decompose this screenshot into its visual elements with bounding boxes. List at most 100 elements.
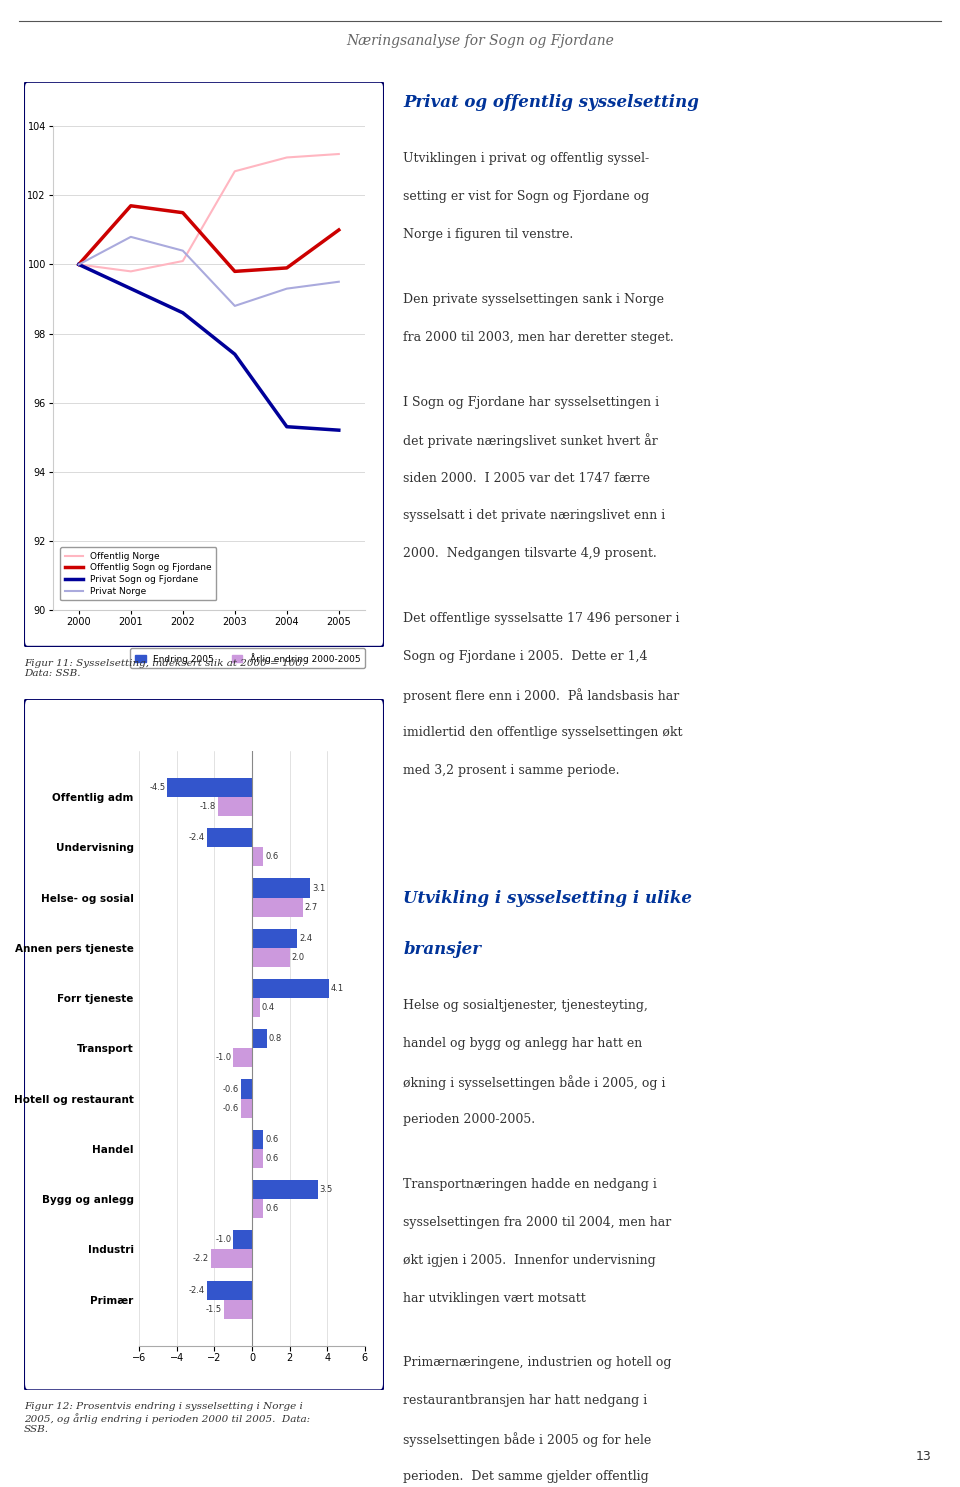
Text: 0.6: 0.6 [265,1154,278,1163]
Text: 3.5: 3.5 [320,1185,333,1194]
Text: imidlertid den offentlige sysselsettingen økt: imidlertid den offentlige sysselsettinge… [403,726,683,739]
Text: sysselsettingen både i 2005 og for hele: sysselsettingen både i 2005 og for hele [403,1432,652,1447]
Text: handel og bygg og anlegg har hatt en: handel og bygg og anlegg har hatt en [403,1036,642,1050]
Bar [252,1199,263,1218]
Text: økning i sysselsettingen både i 2005, og i: økning i sysselsettingen både i 2005, og… [403,1075,665,1090]
Bar [210,1249,252,1268]
Text: -0.6: -0.6 [223,1103,239,1112]
Text: Det offentlige sysselsatte 17 496 personer i: Det offentlige sysselsatte 17 496 person… [403,613,680,625]
Offentlig Sogn og Fjordane [281,259,293,277]
Line: Offentlig Norge: Offentlig Norge [79,155,339,271]
Text: økt igjen i 2005.  Innenfor undervisning: økt igjen i 2005. Innenfor undervisning [403,1254,656,1267]
Text: Transportnæringen hadde en nedgang i: Transportnæringen hadde en nedgang i [403,1178,657,1191]
Privat Sogn og Fjordane [177,303,188,321]
Privat Sogn og Fjordane [333,421,345,439]
Text: 2000.  Nedgangen tilsvarte 4,9 prosent.: 2000. Nedgangen tilsvarte 4,9 prosent. [403,547,657,561]
Text: -1.8: -1.8 [200,801,216,810]
Text: Utvikling i sysselsetting i ulike: Utvikling i sysselsetting i ulike [403,889,692,907]
Text: 0.4: 0.4 [261,1004,275,1013]
Bar [252,898,302,916]
Text: 3.1: 3.1 [312,883,325,892]
Bar [207,1280,252,1300]
Privat Sogn og Fjordane [229,345,241,363]
Bar [252,879,310,898]
Text: fra 2000 til 2003, men har deretter steget.: fra 2000 til 2003, men har deretter steg… [403,330,674,343]
Text: Sogn og Fjordane i 2005.  Dette er 1,4: Sogn og Fjordane i 2005. Dette er 1,4 [403,650,648,663]
Offentlig Sogn og Fjordane [177,204,188,222]
Text: -1.5: -1.5 [205,1304,222,1313]
Offentlig Norge [125,262,136,280]
Privat Norge [333,272,345,290]
Bar [252,848,263,867]
Text: Norge i figuren til venstre.: Norge i figuren til venstre. [403,228,573,241]
Text: 2.4: 2.4 [299,934,312,943]
Offentlig Norge [281,149,293,167]
Offentlig Norge [73,256,84,274]
Line: Privat Sogn og Fjordane: Privat Sogn og Fjordane [79,265,339,430]
Bar [252,1130,263,1149]
Privat Norge [281,280,293,297]
Privat Sogn og Fjordane [125,280,136,297]
Bar [252,1149,263,1167]
Bar [207,828,252,848]
Bar [224,1300,252,1319]
Bar [252,947,290,967]
Text: 0.6: 0.6 [265,852,278,861]
Text: bransjer: bransjer [403,941,481,958]
Privat Norge [73,256,84,274]
Text: -4.5: -4.5 [150,784,165,793]
Text: 2.7: 2.7 [304,903,318,912]
Offentlig Sogn og Fjordane [125,196,136,214]
Bar [241,1080,252,1099]
Text: har utviklingen vært motsatt: har utviklingen vært motsatt [403,1292,586,1304]
Line: Offentlig Sogn og Fjordane: Offentlig Sogn og Fjordane [79,205,339,271]
Offentlig Sogn og Fjordane [333,222,345,239]
Offentlig Norge [333,146,345,164]
Privat Sogn og Fjordane [281,418,293,436]
Text: 0.8: 0.8 [269,1035,282,1044]
Bar [252,998,259,1017]
Text: 0.6: 0.6 [265,1135,278,1144]
Text: perioden 2000-2005.: perioden 2000-2005. [403,1112,536,1126]
Text: -2.4: -2.4 [189,833,205,842]
Text: 4.1: 4.1 [331,984,344,993]
Bar [252,929,298,947]
Offentlig Sogn og Fjordane [73,256,84,274]
Bar [233,1230,252,1249]
Bar [252,1181,318,1199]
Privat Sogn og Fjordane [73,256,84,274]
Bar [233,1048,252,1068]
Offentlig Norge [229,162,241,180]
Text: Utviklingen i privat og offentlig syssel-: Utviklingen i privat og offentlig syssel… [403,152,649,165]
Bar [241,1099,252,1118]
Text: Helse og sosialtjenester, tjenesteyting,: Helse og sosialtjenester, tjenesteyting, [403,999,648,1013]
Privat Norge [177,242,188,260]
Text: det private næringslivet sunket hvert år: det private næringslivet sunket hvert år [403,434,658,449]
Bar [252,1029,267,1048]
Privat Norge [229,297,241,315]
Text: -0.6: -0.6 [223,1084,239,1093]
Text: 13: 13 [916,1450,931,1463]
Text: Den private sysselsettingen sank i Norge: Den private sysselsettingen sank i Norge [403,293,664,306]
Text: prosent flere enn i 2000.  På landsbasis har: prosent flere enn i 2000. På landsbasis … [403,688,680,703]
Text: I Sogn og Fjordane har sysselsettingen i: I Sogn og Fjordane har sysselsettingen i [403,396,660,409]
Line: Privat Norge: Privat Norge [79,236,339,306]
Bar [252,978,329,998]
Text: -2.4: -2.4 [189,1286,205,1295]
Text: setting er vist for Sogn og Fjordane og: setting er vist for Sogn og Fjordane og [403,190,650,204]
Text: siden 2000.  I 2005 var det 1747 færre: siden 2000. I 2005 var det 1747 færre [403,471,650,485]
Text: restaurantbransjen har hatt nedgang i: restaurantbransjen har hatt nedgang i [403,1395,647,1407]
Text: med 3,2 prosent i samme periode.: med 3,2 prosent i samme periode. [403,764,620,776]
Text: perioden.  Det samme gjelder offentlig: perioden. Det samme gjelder offentlig [403,1471,649,1483]
Text: sysselsatt i det private næringslivet enn i: sysselsatt i det private næringslivet en… [403,510,665,522]
Text: Primærnæringene, industrien og hotell og: Primærnæringene, industrien og hotell og [403,1356,672,1370]
Text: 2.0: 2.0 [292,953,304,962]
Text: Næringsanalyse for Sogn og Fjordane: Næringsanalyse for Sogn og Fjordane [346,34,614,48]
Text: Figur 11: Sysselsetting, indeksert slik at 2000 = 100.
Data: SSB.: Figur 11: Sysselsetting, indeksert slik … [24,659,305,678]
Offentlig Sogn og Fjordane [229,262,241,280]
Text: -1.0: -1.0 [215,1236,231,1245]
Bar [218,797,252,816]
Text: Privat og offentlig sysselsetting: Privat og offentlig sysselsetting [403,94,699,112]
Text: -1.0: -1.0 [215,1053,231,1062]
Text: -2.2: -2.2 [193,1255,208,1264]
